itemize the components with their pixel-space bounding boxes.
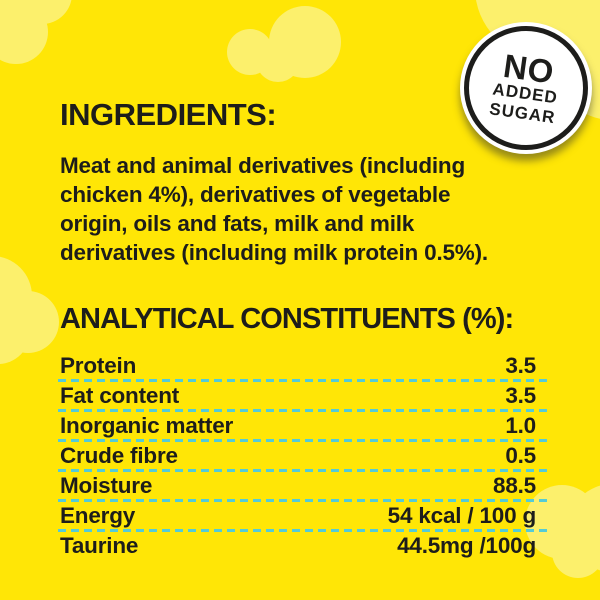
row-label: Fat content: [60, 382, 180, 408]
badge-text: NO ADDED SUGAR: [451, 13, 600, 162]
row-label: Energy: [60, 502, 136, 528]
ingredients-line: chicken 4%), derivatives of vegetable: [60, 182, 451, 207]
table-row-energy: Energy 54 kcal / 100 g: [58, 502, 548, 529]
ingredients-heading: INGREDIENTS:: [60, 97, 277, 132]
row-label: Taurine: [60, 532, 139, 558]
ingredients-line: origin, oils and fats, milk and milk: [60, 211, 415, 236]
row-label: Inorganic matter: [60, 412, 234, 438]
row-value: 44.5mg /100g: [397, 532, 536, 558]
table-row-taurine: Taurine 44.5mg /100g: [58, 532, 548, 559]
table-row-fat-content: Fat content 3.5: [58, 382, 548, 409]
row-value: 0.5: [505, 442, 536, 468]
row-label: Crude fibre: [60, 442, 178, 468]
row-value: 88.5: [493, 472, 536, 498]
row-value: 1.0: [505, 412, 536, 438]
row-label: Moisture: [60, 472, 153, 498]
row-divider: [58, 469, 548, 472]
ingredients-line: Meat and animal derivatives (including: [60, 153, 466, 178]
no-added-sugar-badge: NO ADDED SUGAR: [460, 22, 592, 154]
table-row-protein: Protein 3.5: [58, 352, 548, 379]
analytical-constituents-heading: ANALYTICAL CONSTITUENTS (%):: [60, 303, 514, 335]
table-row-moisture: Moisture 88.5: [58, 472, 548, 499]
table-row-crude-fibre: Crude fibre 0.5: [58, 442, 548, 469]
row-divider: [58, 379, 548, 382]
row-value: 54 kcal / 100 g: [387, 502, 537, 528]
table-row-inorganic-matter: Inorganic matter 1.0: [58, 412, 548, 439]
row-value: 3.5: [505, 382, 536, 408]
row-divider: [58, 439, 548, 442]
analytical-constituents-table: Protein 3.5 Fat content 3.5 Inorganic ma…: [58, 352, 548, 559]
row-divider: [58, 529, 548, 532]
row-divider: [58, 409, 548, 412]
badge-ring: [464, 26, 588, 150]
row-value: 3.5: [505, 352, 536, 378]
ingredients-text: Meat and animal derivatives (including c…: [60, 151, 560, 267]
row-label: Protein: [60, 352, 137, 378]
ingredients-line: derivatives (including milk protein 0.5%…: [60, 240, 488, 265]
cloud-lobe: [552, 526, 600, 578]
cloud-lobe: [256, 38, 300, 82]
row-divider: [58, 499, 548, 502]
